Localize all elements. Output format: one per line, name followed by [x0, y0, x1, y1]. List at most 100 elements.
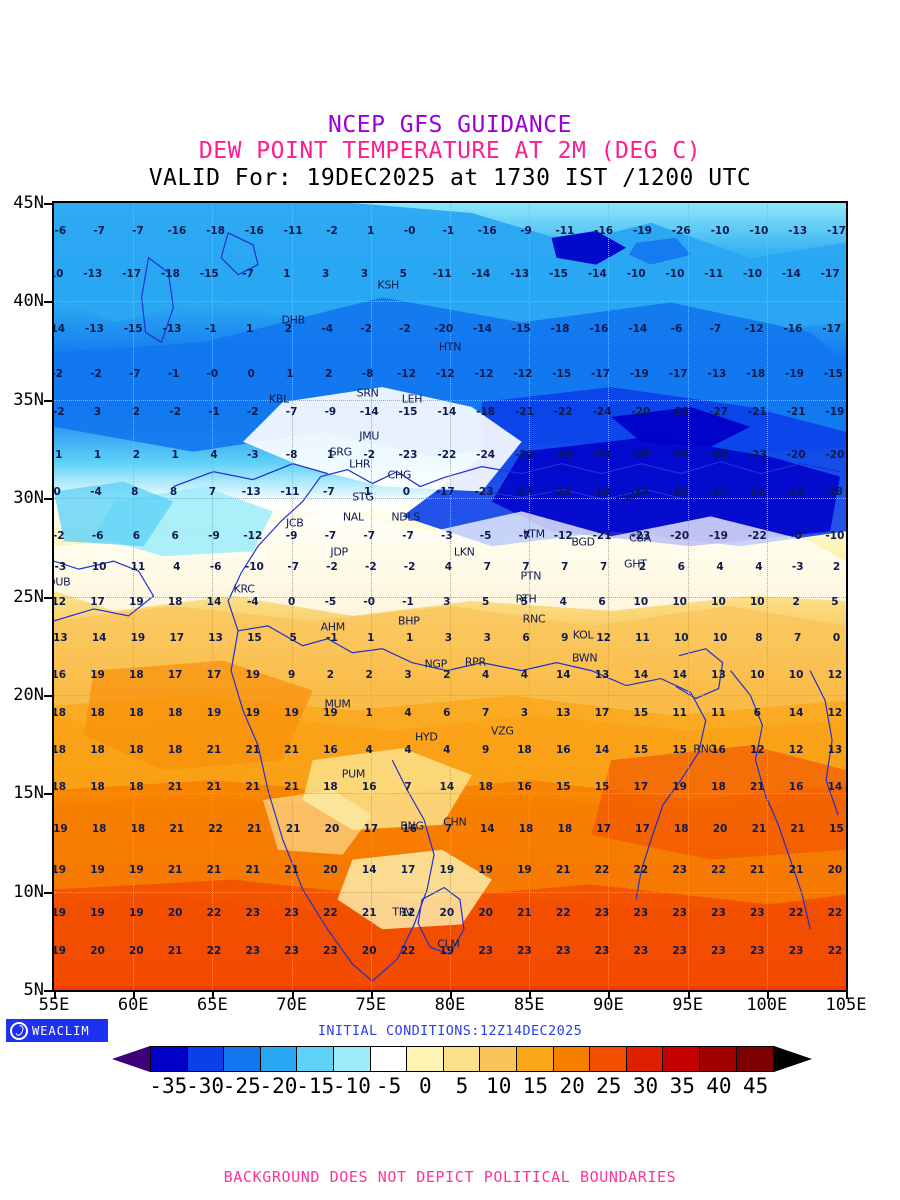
colorbar-bin[interactable]	[443, 1047, 481, 1071]
colorbar-bin[interactable]	[260, 1047, 298, 1071]
y-axis-tick-mark	[44, 596, 52, 599]
y-axis-tick-mark	[44, 694, 52, 697]
grid-value-label: 4	[716, 560, 724, 573]
map-plot-area[interactable]: -6 -7 -7 -16 -18 -16 -11 -2 1 -0 -1 -16 -9 -11 -16 -19-…	[52, 201, 848, 992]
grid-value-label: 19	[52, 863, 67, 876]
city-label-mum: MUM	[324, 697, 351, 711]
grid-value-label: 4	[755, 560, 763, 573]
grid-value-label: 21	[751, 822, 767, 835]
grid-value-label: -17	[122, 267, 142, 280]
city-label-ngp: NGP	[424, 657, 447, 671]
grid-value-label: 21	[245, 863, 261, 876]
grid-value-label: -15	[552, 368, 572, 381]
grid-value-label: -13	[83, 267, 103, 280]
grid-value-label: 4	[404, 706, 412, 719]
grid-value-label: -2	[169, 405, 182, 418]
grid-value-label: 18	[52, 706, 67, 719]
grid-value-label: -12	[474, 368, 494, 381]
grid-value-label: 2	[132, 405, 141, 418]
city-label-lkn: LKN	[453, 545, 475, 559]
colorbar-bin[interactable]	[151, 1047, 188, 1071]
x-axis-tick: 65E	[197, 995, 228, 1015]
grid-value-label: -14	[437, 405, 457, 418]
grid-value-label: 23	[555, 944, 571, 957]
colorbar-bin[interactable]	[663, 1047, 700, 1071]
grid-value-label: 18	[518, 822, 534, 835]
x-axis-tick-mark	[450, 992, 452, 999]
x-axis-tick-mark	[291, 992, 294, 999]
colorbar-tick-label: 20	[559, 1074, 585, 1098]
grid-value-label: -21	[746, 486, 766, 499]
colorbar-bins[interactable]	[150, 1046, 774, 1072]
colorbar-bin[interactable]	[407, 1047, 444, 1071]
colorbar-bin[interactable]	[297, 1047, 334, 1071]
colorbar-bin[interactable]	[699, 1047, 737, 1071]
city-label-nal: NAL	[342, 510, 364, 524]
city-label-clm: CLM	[437, 937, 460, 951]
grid-value-label: 19	[439, 944, 455, 957]
y-axis-tick: 25N	[13, 586, 44, 607]
colorbar-tick-label: 5	[455, 1074, 469, 1098]
grid-value-label: 23	[284, 907, 299, 920]
city-label-lsa: LSA	[615, 490, 636, 504]
grid-value-label: 12	[788, 743, 804, 756]
grid-value-label: -27	[708, 405, 728, 418]
colorbar-bin[interactable]	[187, 1047, 225, 1071]
grid-value-label: -15	[823, 368, 843, 381]
grid-value-label: -14	[359, 405, 379, 418]
colorbar-bin[interactable]	[224, 1047, 261, 1071]
grid-value-label: -0	[403, 224, 416, 237]
grid-value-label: 17	[169, 631, 185, 644]
grid-value-label: 10	[749, 596, 765, 609]
grid-value-label: 1	[405, 631, 414, 644]
grid-value-label: -26	[671, 224, 691, 237]
grid-value-label: 16	[788, 781, 804, 794]
grid-value-label: 5	[289, 631, 297, 644]
grid-value-label: -18	[206, 224, 226, 237]
grid-value-label: 22	[594, 863, 610, 876]
colorbar-bin[interactable]	[480, 1047, 517, 1071]
grid-value-label: -7	[322, 486, 335, 499]
grid-value-label: 4	[444, 560, 453, 573]
city-label-dub: DUB	[54, 575, 71, 589]
colorbar-bin[interactable]	[736, 1047, 774, 1071]
x-axis-tick: 80E	[434, 995, 466, 1015]
grid-value-label: 19	[478, 863, 493, 876]
x-axis-tick: 85E	[513, 995, 545, 1015]
grid-value-label: 23	[323, 944, 338, 957]
grid-value-label: 19	[90, 669, 105, 682]
grid-value-label: 22	[206, 907, 222, 920]
grid-value-label: -4	[246, 596, 259, 609]
colorbar-tick-label: 40	[706, 1074, 732, 1098]
colorbar-tick-label: -20	[259, 1074, 298, 1098]
colorbar-bin[interactable]	[333, 1047, 371, 1071]
colorbar-bin[interactable]	[370, 1047, 408, 1071]
grid-value-label: -14	[472, 322, 492, 335]
x-axis-tick-mark	[133, 992, 136, 999]
city-label-kbl: KBL	[268, 392, 289, 406]
colorbar-bin[interactable]	[553, 1047, 591, 1071]
colorbar-bin[interactable]	[516, 1047, 554, 1071]
grid-value-label: 1	[286, 368, 294, 381]
colorbar-bin[interactable]	[626, 1047, 664, 1071]
title-line-valid: VALID For: 19DEC2025 at 1730 IST /1200 U…	[148, 165, 752, 191]
grid-value-label: 10	[712, 631, 728, 644]
grid-value-label: 23	[633, 944, 649, 957]
colorbar-bin[interactable]	[590, 1047, 627, 1071]
grid-value-label: 20	[439, 907, 455, 920]
grid-value-label: 22	[555, 907, 571, 920]
colorbar[interactable]	[112, 1046, 812, 1072]
grid-value-label: 15	[829, 822, 844, 835]
grid-value-label: 3	[483, 631, 491, 644]
grid-value-label: -20	[631, 405, 651, 418]
city-label-jmu: JMU	[359, 429, 380, 443]
grid-value-label: 11	[672, 706, 687, 719]
grid-value-label: 12	[827, 706, 843, 719]
grid-value-label: 22	[827, 907, 843, 920]
grid-value-label: 15	[247, 631, 262, 644]
grid-value-label: 7	[794, 631, 802, 644]
grid-value-label: 22	[400, 944, 416, 957]
x-axis-tick: 100E	[746, 995, 788, 1015]
city-label-srn: SRN	[356, 386, 379, 400]
grid-value-label: -18	[476, 405, 496, 418]
